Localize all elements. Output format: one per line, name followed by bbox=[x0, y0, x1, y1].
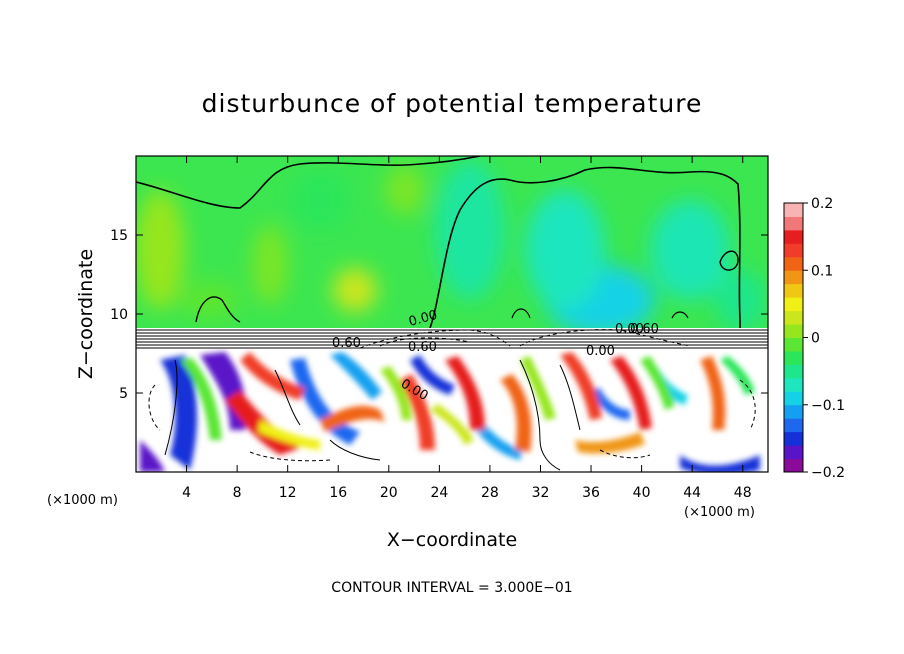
contour-field bbox=[136, 156, 768, 472]
colorbar-swatch bbox=[784, 377, 803, 392]
colorbar-tick-label: 0 bbox=[811, 331, 820, 347]
contour-label: 0.60 bbox=[332, 336, 361, 351]
colorbar-swatch bbox=[784, 216, 803, 231]
colorbar-tick-label: −0.2 bbox=[811, 465, 845, 481]
x-tick-label: 48 bbox=[734, 485, 752, 501]
colorbar-swatch bbox=[784, 324, 803, 338]
colorbar-swatch bbox=[784, 404, 803, 419]
colorbar-swatch bbox=[784, 203, 803, 217]
colorbar-swatch bbox=[784, 283, 803, 298]
colorbar-swatch bbox=[784, 391, 803, 406]
x-tick-label: 32 bbox=[532, 485, 550, 501]
colorbar-swatch bbox=[784, 458, 803, 473]
colorbar-swatch bbox=[784, 310, 803, 325]
x-tick-label: 40 bbox=[633, 485, 651, 501]
colorbar bbox=[784, 203, 803, 473]
x-tick-label: 16 bbox=[329, 485, 347, 501]
colorbar-tick-label: −0.1 bbox=[811, 398, 845, 414]
x-unit-right: (×1000 m) bbox=[684, 505, 755, 520]
contour-label: 0.60 bbox=[408, 340, 437, 355]
contour-label: 0.00 bbox=[615, 322, 644, 337]
x-tick-label: 12 bbox=[279, 485, 297, 501]
y-axis: 5 10 15 bbox=[110, 228, 768, 402]
y-tick-label: 15 bbox=[110, 228, 128, 244]
x-tick-label: 44 bbox=[683, 485, 701, 501]
chart-title: disturbunce of potential temperature bbox=[202, 89, 703, 118]
x-tick-label: 24 bbox=[430, 485, 448, 501]
y-tick-label: 5 bbox=[119, 386, 128, 402]
colorbar-swatch bbox=[784, 350, 803, 365]
colorbar-swatch bbox=[784, 364, 803, 379]
contour-label: 0.00 bbox=[407, 308, 439, 330]
colorbar-swatch bbox=[784, 243, 803, 258]
x-unit-left: (×1000 m) bbox=[47, 493, 118, 508]
x-tick-label: 4 bbox=[182, 485, 191, 501]
colorbar-swatch bbox=[784, 431, 803, 446]
y-axis-label: Z−coordinate bbox=[75, 249, 97, 379]
x-axis-label: X−coordinate bbox=[387, 529, 517, 551]
contour-label: 0.60 bbox=[630, 322, 659, 337]
y-tick-label: 10 bbox=[110, 307, 128, 323]
colorbar-swatch bbox=[784, 445, 803, 460]
colorbar-swatch bbox=[784, 256, 803, 271]
x-tick-label: 28 bbox=[481, 485, 499, 501]
contour-interval-note: CONTOUR INTERVAL = 3.000E−01 bbox=[331, 580, 572, 596]
x-tick-label: 8 bbox=[233, 485, 242, 501]
x-tick-label: 20 bbox=[380, 485, 398, 501]
colorbar-tick-label: 0.2 bbox=[811, 196, 833, 212]
x-axis: 4 8 12 16 20 24 28 32 36 40 44 48 bbox=[182, 156, 752, 501]
colorbar-swatch bbox=[784, 297, 803, 312]
colorbar-swatch bbox=[784, 337, 803, 352]
colorbar-ticks: 0.2 0.1 0 −0.1 −0.2 bbox=[803, 196, 845, 481]
colorbar-swatch bbox=[784, 229, 803, 244]
colorbar-tick-label: 0.1 bbox=[811, 263, 833, 279]
contour-label: 0.00 bbox=[586, 344, 615, 359]
colorbar-swatch bbox=[784, 418, 803, 433]
x-tick-label: 36 bbox=[582, 485, 600, 501]
colorbar-swatch bbox=[784, 270, 803, 285]
